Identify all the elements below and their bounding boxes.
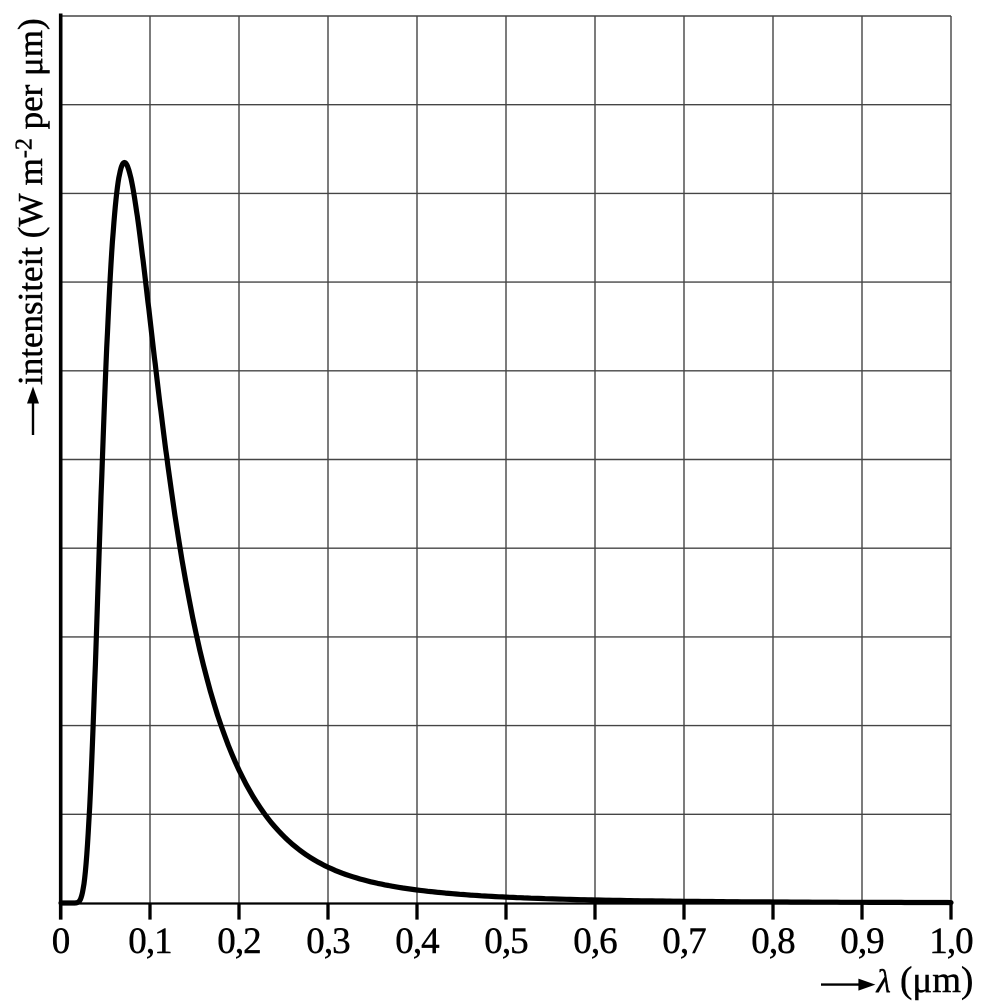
svg-text:0,7: 0,7	[662, 921, 706, 962]
svg-text:intensiteit (W m-2 per μm): intensiteit (W m-2 per μm)	[11, 18, 50, 385]
svg-text:0,2: 0,2	[217, 921, 261, 962]
svg-text:0: 0	[52, 921, 71, 962]
svg-text:0,5: 0,5	[484, 921, 528, 962]
svg-text:0,9: 0,9	[840, 921, 884, 962]
svg-text:1,0: 1,0	[929, 921, 973, 962]
svg-text:0,4: 0,4	[395, 921, 439, 962]
svg-text:0,3: 0,3	[306, 921, 350, 962]
svg-text:0,1: 0,1	[128, 921, 172, 962]
svg-text:0,6: 0,6	[573, 921, 617, 962]
svg-text:0,8: 0,8	[751, 921, 795, 962]
svg-text:λ (μm): λ (μm)	[876, 960, 974, 1001]
